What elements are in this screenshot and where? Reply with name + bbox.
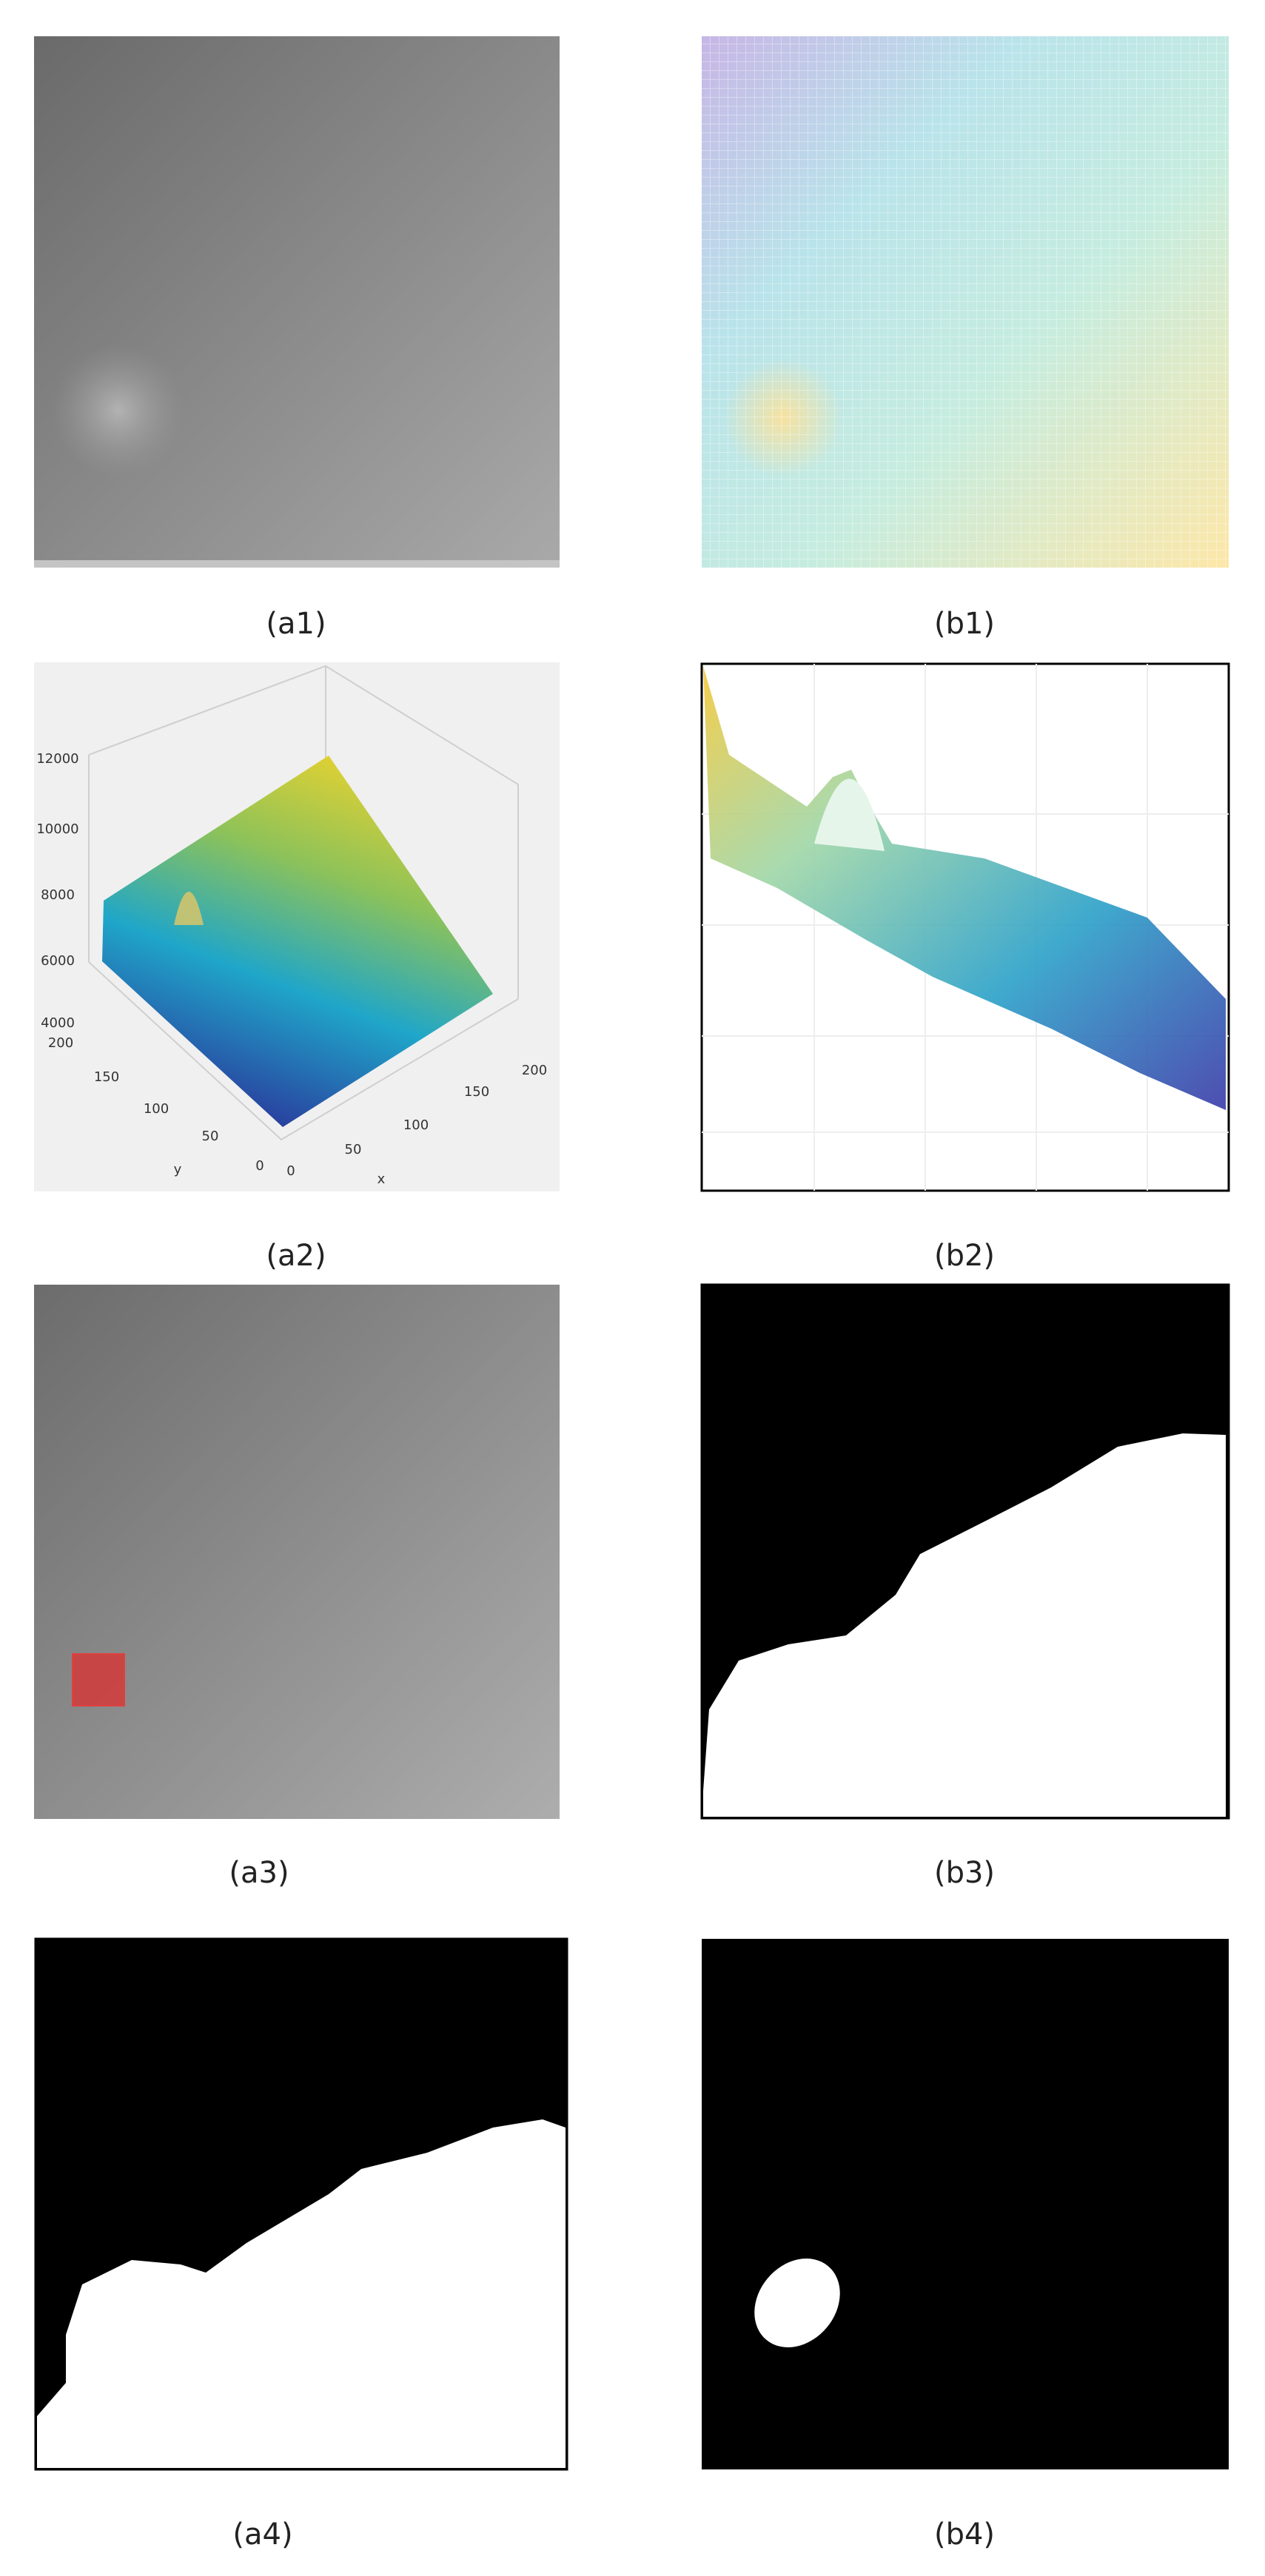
tick-label: 6000 bbox=[41, 953, 75, 969]
panel-label: (b4) bbox=[934, 2518, 995, 2552]
tick-label: 100 bbox=[403, 1117, 429, 1133]
tick-label: 100 bbox=[144, 1101, 169, 1117]
panel-a2: 12000 10000 8000 6000 4000 200 150 100 50 0 0 50 100… bbox=[34, 662, 560, 1273]
panel-label: (a4) bbox=[232, 2518, 292, 2552]
panel-b4: (b4) bbox=[702, 1939, 1229, 2552]
panel-a1: (a1) bbox=[34, 36, 560, 641]
panel-b2: (b2) bbox=[700, 662, 1230, 1273]
tick-label: 8000 bbox=[41, 887, 75, 903]
tick-label: 50 bbox=[345, 1142, 362, 1157]
panel-label: (a2) bbox=[266, 1239, 326, 1273]
tick-label: 0 bbox=[255, 1158, 264, 1174]
panel-b1: (b1) bbox=[702, 36, 1229, 641]
tick-label: 0 bbox=[286, 1163, 295, 1179]
tick-label: 4000 bbox=[41, 1015, 75, 1031]
panel-b3: (b3) bbox=[700, 1283, 1230, 1890]
panel-label: (a3) bbox=[229, 1856, 289, 1890]
tick-label: 10000 bbox=[36, 821, 78, 837]
panel-a4: (a4) bbox=[34, 1937, 568, 2552]
panel-label: (b2) bbox=[934, 1239, 995, 1273]
tick-label: 150 bbox=[94, 1069, 119, 1085]
tick-label: 12000 bbox=[36, 751, 78, 767]
tick-label: x bbox=[378, 1171, 386, 1187]
panel-label: (b1) bbox=[934, 607, 995, 641]
panel-a3: (a3) bbox=[34, 1285, 560, 1890]
tick-label: y bbox=[174, 1162, 182, 1177]
panel-label: (b3) bbox=[934, 1856, 995, 1890]
tick-label: 200 bbox=[522, 1063, 547, 1078]
tick-label: 150 bbox=[464, 1084, 489, 1100]
tick-label: 200 bbox=[48, 1035, 73, 1051]
tick-label: 50 bbox=[202, 1129, 219, 1144]
panel-label: (a1) bbox=[266, 607, 326, 641]
